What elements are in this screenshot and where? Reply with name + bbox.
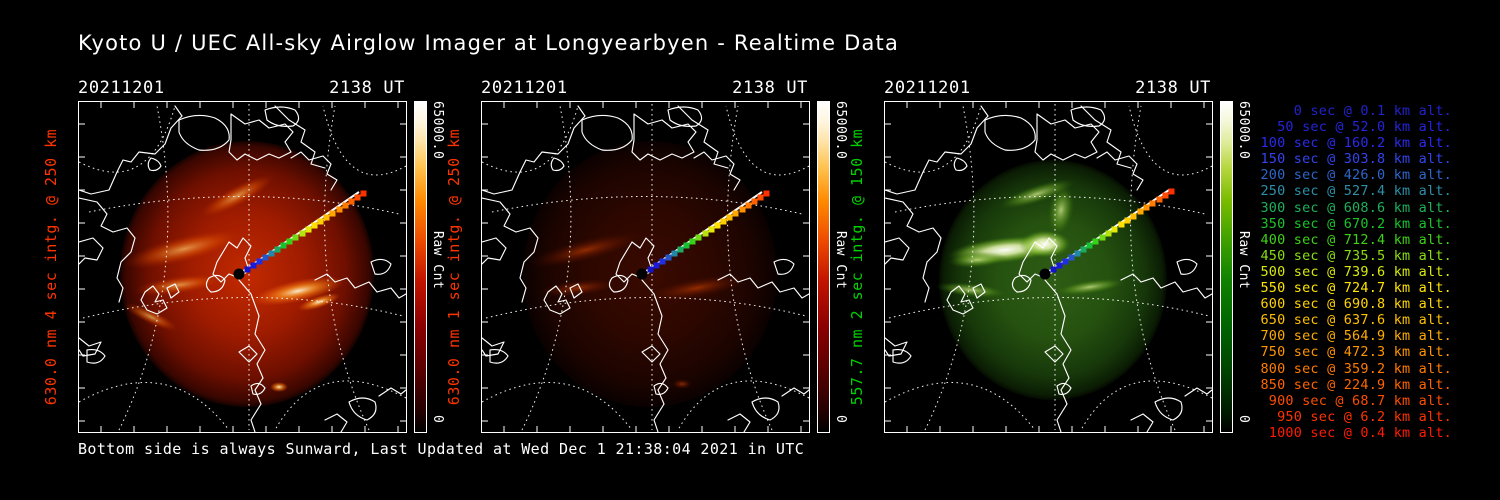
- trajectory-legend-row: 1000 sec @ 0.4 km alt.: [1268, 424, 1452, 441]
- colorbar-unit-label: Raw Cnt: [833, 231, 848, 290]
- colorbar-unit-label: Raw Cnt: [430, 231, 445, 290]
- trajectory-legend-row: 450 sec @ 735.5 km alt.: [1260, 247, 1452, 264]
- colorbar-gradient: [1220, 101, 1233, 433]
- trajectory-legend-row: 950 sec @ 6.2 km alt.: [1277, 408, 1452, 425]
- rocket-track: [1039, 188, 1175, 280]
- panel-header: 20211201 2138 UT: [78, 78, 407, 100]
- allsky-render-630-4sec: [79, 102, 406, 432]
- panel-axis-label: 557.7 nm 2 sec intg. @ 150 km: [848, 128, 866, 406]
- trajectory-legend-row: 900 sec @ 68.7 km alt.: [1268, 392, 1452, 409]
- trajectory-legend-row: 0 sec @ 0.1 km alt.: [1293, 103, 1452, 119]
- rocket-track: [636, 190, 770, 280]
- colorbar-gradient: [817, 101, 830, 433]
- panel-time: 2138 UT: [329, 78, 405, 98]
- colorbar-max-label: 65000.0: [1236, 101, 1251, 160]
- trajectory-legend-row: 650 sec @ 637.6 km alt.: [1260, 312, 1452, 329]
- allsky-render-630-1sec: [482, 102, 809, 432]
- trajectory-legend-row: 350 sec @ 670.2 km alt.: [1260, 215, 1452, 232]
- allsky-image-630-4sec[interactable]: [78, 101, 407, 433]
- colorbar-min-label: 0: [1236, 415, 1251, 424]
- footer-caption: Bottom side is always Sunward, Last Upda…: [78, 440, 805, 458]
- allsky-image-630-1sec[interactable]: [481, 101, 810, 433]
- panel-time: 2138 UT: [1135, 78, 1211, 98]
- allsky-render-557-2sec: [885, 102, 1212, 432]
- colorbar-unit-label: Raw Cnt: [1236, 231, 1251, 290]
- colorbar-min-label: 0: [833, 415, 848, 424]
- colorbar-max-label: 65000.0: [430, 101, 445, 160]
- panel-header: 20211201 2138 UT: [884, 78, 1213, 100]
- trajectory-legend-row: 750 sec @ 472.3 km alt.: [1260, 344, 1452, 361]
- colorbar-max-label: 65000.0: [833, 101, 848, 160]
- panel-date: 20211201: [884, 78, 971, 98]
- trajectory-legend-row: 150 sec @ 303.8 km alt.: [1260, 151, 1452, 168]
- trajectory-legend-row: 700 sec @ 564.9 km alt.: [1260, 328, 1452, 345]
- rocket-track: [233, 190, 367, 280]
- trajectory-legend-row: 800 sec @ 359.2 km alt.: [1260, 360, 1452, 377]
- allsky-image-557-2sec[interactable]: [884, 101, 1213, 433]
- trajectory-legend-row: 100 sec @ 160.2 km alt.: [1260, 135, 1452, 152]
- colorbar-min-label: 0: [430, 415, 445, 424]
- trajectory-legend-row: 500 sec @ 739.6 km alt.: [1260, 263, 1452, 280]
- panel-header: 20211201 2138 UT: [481, 78, 810, 100]
- trajectory-legend-row: 600 sec @ 690.8 km alt.: [1260, 296, 1452, 313]
- trajectory-legend-row: 850 sec @ 224.9 km alt.: [1260, 376, 1452, 393]
- trajectory-legend-row: 50 sec @ 52.0 km alt.: [1277, 119, 1452, 136]
- panel-axis-label: 630.0 nm 1 sec intg. @ 250 km: [445, 128, 463, 406]
- panel-date: 20211201: [481, 78, 568, 98]
- trajectory-legend-row: 550 sec @ 724.7 km alt.: [1260, 280, 1452, 297]
- trajectory-legend: 0 sec @ 0.1 km alt. 50 sec @ 52.0 km alt.…: [1260, 103, 1452, 441]
- panel-date: 20211201: [78, 78, 165, 98]
- panel-axis-label: 630.0 nm 4 sec intg. @ 250 km: [42, 128, 60, 406]
- trajectory-legend-row: 250 sec @ 527.4 km alt.: [1260, 183, 1452, 200]
- trajectory-legend-row: 400 sec @ 712.4 km alt.: [1260, 231, 1452, 248]
- colorbar-gradient: [414, 101, 427, 433]
- trajectory-legend-row: 300 sec @ 608.6 km alt.: [1260, 199, 1452, 216]
- panel-time: 2138 UT: [732, 78, 808, 98]
- trajectory-legend-row: 200 sec @ 426.0 km alt.: [1260, 167, 1452, 184]
- page-title: Kyoto U / UEC All-sky Airglow Imager at …: [78, 31, 900, 55]
